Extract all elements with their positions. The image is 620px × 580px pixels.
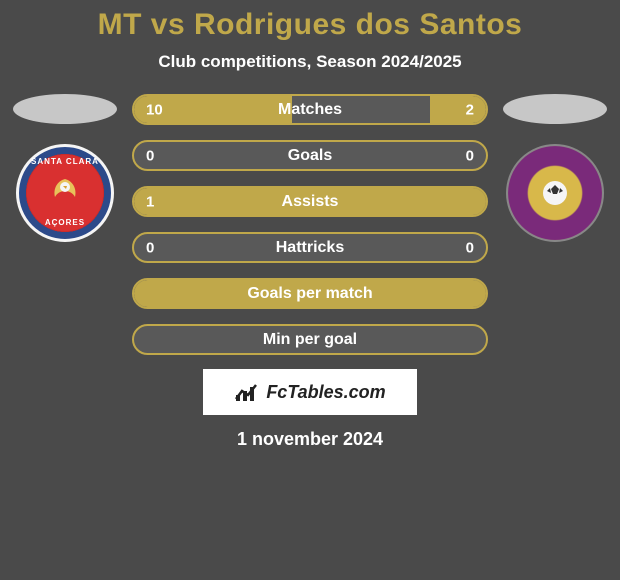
bar-label: Hattricks	[276, 239, 344, 257]
stat-bar-goals-per-match: Goals per match	[132, 278, 488, 309]
bar-value-left: 10	[146, 101, 163, 118]
stat-bar-assists: Assists 1	[132, 186, 488, 217]
bar-value-right: 0	[466, 239, 474, 256]
bar-fill-right	[430, 96, 486, 123]
club-badge-left: SANTA CLARA AÇORES	[16, 144, 114, 242]
date-label: 1 november 2024	[0, 429, 620, 450]
bar-value-right: 0	[466, 147, 474, 164]
stat-bar-matches: Matches 10 2	[132, 94, 488, 125]
stat-bar-goals: Goals 0 0	[132, 140, 488, 171]
badge-left-bottom-text: AÇORES	[19, 218, 111, 227]
badge-left-top-text: SANTA CLARA	[19, 157, 111, 166]
right-side	[500, 94, 610, 242]
stat-bars: Matches102Goals00Assists1Hattricks00Goal…	[132, 94, 488, 355]
footer-brand-text: FcTables.com	[266, 382, 385, 403]
bar-value-left: 1	[146, 193, 154, 210]
club-badge-right	[506, 144, 604, 242]
bar-value-left: 0	[146, 147, 154, 164]
player-photo-placeholder-left	[13, 94, 117, 124]
bar-value-right: 2	[466, 101, 474, 118]
bar-label: Goals	[288, 147, 332, 165]
subtitle: Club competitions, Season 2024/2025	[0, 52, 620, 72]
bar-label: Min per goal	[263, 331, 357, 349]
bar-label: Assists	[282, 193, 339, 211]
stat-bar-hattricks: Hattricks 0 0	[132, 232, 488, 263]
bar-label: Goals per match	[247, 285, 372, 303]
left-side: SANTA CLARA AÇORES	[10, 94, 120, 242]
eagle-icon	[43, 171, 87, 215]
page-title: MT vs Rodrigues dos Santos	[0, 8, 620, 42]
player-photo-placeholder-right	[503, 94, 607, 124]
chart-icon	[234, 381, 260, 403]
stat-bar-min-per-goal: Min per goal	[132, 324, 488, 355]
ball-icon	[535, 173, 575, 213]
comparison-panel: SANTA CLARA AÇORES Matches102Goals00Assi…	[0, 94, 620, 355]
bar-label: Matches	[278, 101, 342, 119]
footer-brand[interactable]: FcTables.com	[203, 369, 417, 415]
bar-value-left: 0	[146, 239, 154, 256]
